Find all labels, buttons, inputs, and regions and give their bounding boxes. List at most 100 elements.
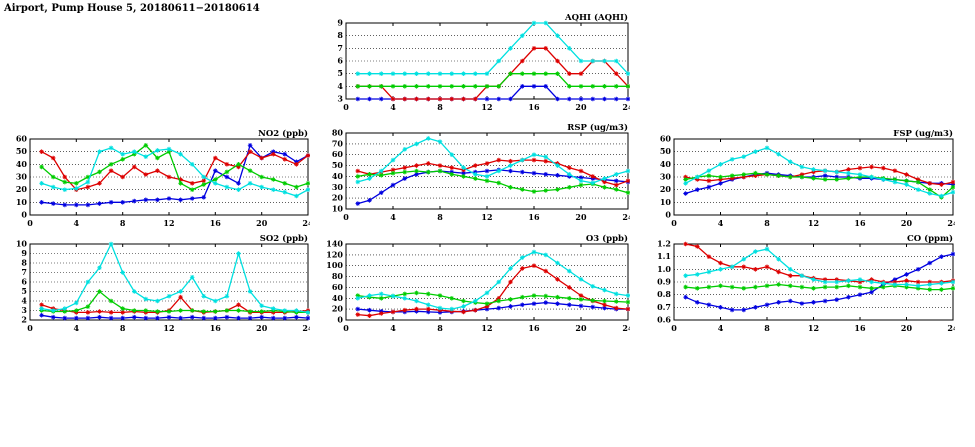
svg-text:0: 0: [337, 315, 343, 325]
chart-so2: 234567891004812162024SO2 (ppb): [6, 233, 314, 333]
chart-rsp: 102030405060708004812162024RSP (ug/m3): [322, 122, 634, 222]
svg-text:4: 4: [337, 81, 343, 91]
svg-text:20: 20: [901, 323, 913, 333]
svg-text:7: 7: [337, 43, 343, 53]
svg-text:12: 12: [808, 323, 819, 333]
svg-text:4: 4: [390, 212, 396, 222]
svg-text:24: 24: [947, 323, 955, 333]
svg-text:5: 5: [21, 286, 27, 296]
chart-o3: 02040608010012014004812162024O3 (ppb): [322, 233, 634, 333]
svg-text:4: 4: [74, 218, 80, 228]
svg-text:20: 20: [332, 304, 344, 314]
svg-text:16: 16: [854, 218, 866, 228]
svg-text:16: 16: [528, 323, 540, 333]
svg-text:60: 60: [332, 149, 344, 159]
svg-text:8: 8: [337, 30, 343, 40]
svg-text:20: 20: [16, 184, 28, 194]
svg-text:40: 40: [16, 159, 28, 169]
svg-text:12: 12: [163, 218, 174, 228]
svg-text:120: 120: [326, 249, 343, 259]
svg-text:12: 12: [481, 102, 492, 112]
svg-text:0.9: 0.9: [657, 277, 671, 287]
svg-text:9: 9: [337, 18, 343, 28]
svg-text:24: 24: [622, 102, 630, 112]
svg-text:SO2 (ppb): SO2 (ppb): [260, 233, 308, 244]
svg-text:7: 7: [21, 267, 27, 277]
svg-text:0: 0: [343, 323, 349, 333]
svg-text:0: 0: [343, 212, 349, 222]
svg-text:6: 6: [337, 56, 343, 66]
svg-text:30: 30: [16, 172, 28, 182]
svg-text:0.6: 0.6: [657, 315, 671, 325]
svg-text:24: 24: [947, 218, 955, 228]
svg-text:1.1: 1.1: [657, 251, 671, 261]
svg-text:100: 100: [326, 260, 343, 270]
svg-text:10: 10: [332, 204, 344, 214]
svg-text:50: 50: [332, 160, 344, 170]
svg-text:0: 0: [27, 323, 33, 333]
svg-text:CO (ppm): CO (ppm): [907, 233, 953, 244]
svg-text:8: 8: [764, 323, 770, 333]
svg-text:60: 60: [660, 134, 672, 144]
svg-text:12: 12: [481, 323, 492, 333]
svg-text:20: 20: [575, 323, 587, 333]
svg-text:NO2 (ppb): NO2 (ppb): [258, 128, 308, 139]
svg-text:10: 10: [660, 197, 672, 207]
svg-text:4: 4: [390, 102, 396, 112]
svg-text:40: 40: [332, 293, 344, 303]
svg-text:30: 30: [332, 182, 344, 192]
svg-text:70: 70: [332, 138, 344, 148]
svg-text:4: 4: [21, 296, 27, 306]
svg-text:2: 2: [21, 315, 27, 325]
svg-text:16: 16: [528, 212, 540, 222]
svg-text:4: 4: [718, 323, 724, 333]
svg-text:40: 40: [660, 159, 672, 169]
svg-text:8: 8: [437, 212, 443, 222]
svg-text:3: 3: [21, 305, 27, 315]
svg-text:10: 10: [16, 197, 28, 207]
chart-canvas-o3: 02040608010012014004812162024O3 (ppb): [326, 233, 634, 333]
svg-text:0.8: 0.8: [657, 289, 671, 299]
svg-text:80: 80: [332, 128, 344, 138]
svg-text:8: 8: [21, 258, 27, 268]
svg-text:80: 80: [332, 271, 344, 281]
svg-text:3: 3: [337, 94, 343, 104]
svg-text:0: 0: [671, 218, 677, 228]
chart-canvas-fsp: 0 10 20 30 40 50 60 0 4 8 12 16 20 24 FSP (ug/m3): [660, 128, 959, 228]
svg-text:50: 50: [16, 146, 28, 156]
svg-text:8: 8: [437, 102, 443, 112]
svg-text:16: 16: [528, 102, 540, 112]
svg-text:4: 4: [74, 323, 80, 333]
svg-text:20: 20: [332, 193, 344, 203]
svg-text:20: 20: [256, 218, 268, 228]
svg-text:8: 8: [120, 218, 126, 228]
svg-text:9: 9: [21, 248, 27, 258]
svg-text:20: 20: [901, 218, 913, 228]
svg-text:8: 8: [764, 218, 770, 228]
svg-text:20: 20: [660, 184, 672, 194]
chart-no2: 0 10 20 30 40 50 60 0 4 8 12 16 20 24 NO2 (ppb): [6, 128, 314, 228]
svg-text:8: 8: [120, 323, 126, 333]
svg-text:20: 20: [256, 323, 268, 333]
svg-text:0: 0: [343, 102, 349, 112]
chart-co: 0.6 0.7 0.8 0.9 1.0 1.1 1.2 0 4 8 12 16 20 24 CO (ppm): [650, 233, 959, 333]
svg-text:0: 0: [27, 218, 33, 228]
svg-text:0.7: 0.7: [657, 302, 671, 312]
chart-canvas-co: 0.6 0.7 0.8 0.9 1.0 1.1 1.2 0 4 8 12 16 20 24 CO (ppm): [657, 233, 959, 333]
svg-text:AQHI (AQHI): AQHI (AQHI): [564, 12, 628, 23]
svg-text:FSP (ug/m3): FSP (ug/m3): [893, 128, 953, 139]
svg-text:16: 16: [210, 218, 222, 228]
svg-text:20: 20: [575, 212, 587, 222]
svg-text:20: 20: [575, 102, 587, 112]
svg-text:O3 (ppb): O3 (ppb): [586, 233, 628, 244]
svg-text:0: 0: [671, 323, 677, 333]
page-title: Airport, Pump House 5, 20180611−20180614: [4, 3, 260, 14]
svg-text:10: 10: [16, 239, 28, 249]
svg-text:50: 50: [660, 146, 672, 156]
chart-canvas-no2: 0 10 20 30 40 50 60 0 4 8 12 16 20 24 NO2 (ppb): [16, 128, 314, 228]
svg-text:140: 140: [326, 239, 343, 249]
svg-text:0: 0: [21, 210, 27, 220]
svg-text:8: 8: [437, 323, 443, 333]
svg-text:16: 16: [210, 323, 222, 333]
svg-text:1.0: 1.0: [657, 264, 671, 274]
